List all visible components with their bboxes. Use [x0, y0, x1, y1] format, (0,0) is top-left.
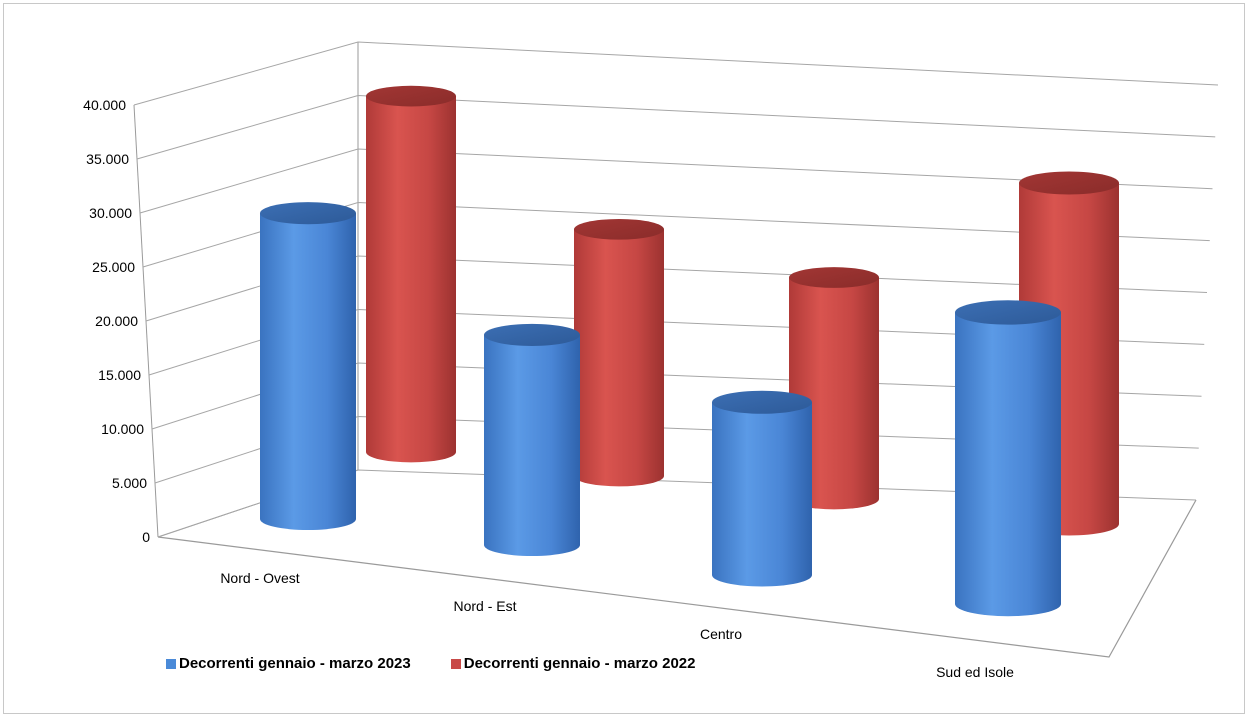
cylinder-top: [574, 218, 664, 240]
legend: Decorrenti gennaio - marzo 2023 Decorren…: [166, 655, 736, 672]
floor-outline: [157, 499, 1197, 658]
bar-2023-2: [712, 390, 812, 587]
cylinder-top: [712, 390, 812, 414]
gridline: [145, 255, 1208, 322]
y-tick-label: 0: [142, 529, 150, 545]
legend-swatch-2023: [166, 658, 176, 669]
gridlines: [133, 41, 1219, 538]
cylinder-top: [484, 323, 580, 346]
legend-label-2023: Decorrenti gennaio - marzo 2023: [179, 655, 411, 672]
x-tick-label: Nord - Ovest: [220, 570, 299, 586]
x-tick-label: Nord - Est: [453, 598, 516, 614]
gridline: [136, 94, 1216, 160]
x-tick-label: Sud ed Isole: [936, 664, 1014, 680]
legend-item-2023: Decorrenti gennaio - marzo 2023: [166, 655, 411, 672]
y-tick-label: 15.000: [98, 367, 141, 383]
bars: [260, 85, 1119, 617]
gridline: [157, 469, 1197, 538]
cylinder-top: [260, 202, 356, 225]
legend-label-2022: Decorrenti gennaio - marzo 2022: [463, 655, 696, 672]
gridline: [154, 415, 1199, 484]
legend-item-2022: Decorrenti gennaio - marzo 2022: [450, 655, 696, 672]
x-tick-label: Centro: [700, 626, 742, 642]
y-tick-label: 30.000: [89, 205, 132, 221]
y-tick-label: 20.000: [95, 313, 138, 329]
cylinder-body: [574, 229, 664, 487]
cylinder-top: [955, 300, 1061, 325]
bar-2022-1: [574, 218, 664, 487]
gridline: [139, 148, 1213, 214]
gridline: [151, 362, 1202, 430]
bar-2023-1: [484, 323, 580, 557]
bar-2023-0: [260, 202, 356, 531]
cylinder-body: [712, 402, 812, 587]
legend-swatch-2022: [450, 658, 461, 669]
y-tick-label: 40.000: [83, 97, 126, 113]
gridline: [148, 308, 1205, 376]
y-tick-label: 10.000: [101, 421, 144, 437]
y-tick-label: 35.000: [86, 151, 129, 167]
chart-frame: [3, 3, 1245, 714]
cylinder-body: [484, 334, 580, 557]
cylinder-top: [1019, 171, 1119, 195]
bar-2022-0: [366, 85, 456, 463]
bar-2023-3: [955, 300, 1061, 617]
y-tick-label: 5.000: [112, 475, 147, 491]
cylinder-top: [366, 85, 456, 107]
gridline: [142, 201, 1210, 268]
cylinder-body: [955, 312, 1061, 617]
cylinder-body: [366, 96, 456, 463]
gridline: [133, 41, 1219, 106]
y-axis-ticks: 0 5.000 10.000 15.000 20.000 25.000 30.000 35.0…: [83, 97, 150, 545]
x-axis-labels: Nord - Ovest Nord - Est Centro Sud ed Isole: [220, 570, 1014, 680]
y-tick-label: 25.000: [92, 259, 135, 275]
cylinder-top: [789, 267, 879, 288]
cylinder-body: [260, 213, 356, 531]
